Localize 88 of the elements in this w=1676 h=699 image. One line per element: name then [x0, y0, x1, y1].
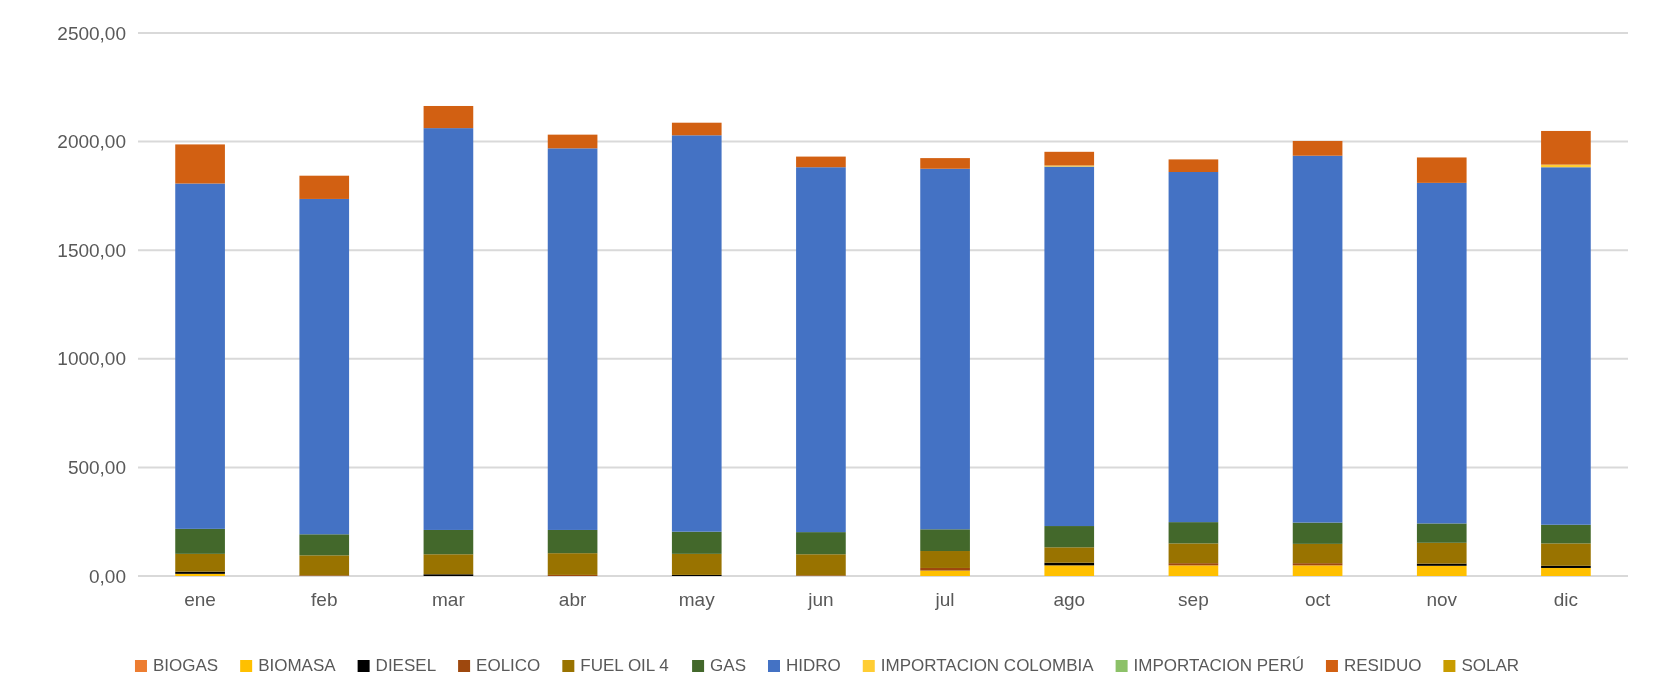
bar: [1044, 565, 1095, 576]
x-tick-label: feb: [311, 589, 338, 610]
bar: [423, 529, 474, 555]
bar: [547, 134, 598, 149]
bar: [547, 553, 598, 575]
bar: [175, 144, 225, 184]
x-tick-label: sep: [1178, 589, 1209, 610]
bar: [671, 531, 722, 554]
bar: [1292, 543, 1343, 564]
bar: [920, 567, 970, 571]
bar: [920, 529, 970, 552]
bar: [671, 122, 722, 136]
legend-label: FUEL OIL 4: [580, 656, 669, 675]
bar: [1416, 523, 1467, 543]
bar: [1541, 565, 1591, 568]
bar: [299, 534, 350, 556]
bar: [1292, 563, 1343, 566]
y-tick-label: 1000,00: [57, 348, 126, 370]
bar: [1416, 182, 1467, 524]
x-tick-label: abr: [558, 589, 587, 610]
x-tick-label: jun: [807, 589, 834, 610]
bar: [796, 167, 846, 533]
bar: [175, 528, 225, 554]
x-tick-label: nov: [1426, 589, 1458, 610]
bar: [1416, 542, 1467, 564]
bar: [671, 135, 722, 532]
y-tick-label: 1500,00: [57, 239, 126, 261]
legend-label: IMPORTACION PERÚ: [1133, 656, 1304, 675]
y-tick-label: 0,00: [89, 565, 126, 587]
bar: [299, 198, 350, 535]
legend-label: HIDRO: [785, 656, 841, 675]
bar: [1044, 151, 1095, 166]
x-tick-label: mar: [432, 589, 466, 610]
legend-label: BIOGAS: [152, 656, 219, 675]
legend-label: BIOMASA: [258, 656, 337, 675]
legend-label: EOLICO: [476, 656, 541, 675]
bar: [1168, 565, 1219, 576]
bar: [299, 175, 350, 199]
bar: [1044, 547, 1095, 563]
bar: [920, 551, 970, 568]
x-tick-label: oct: [1304, 589, 1331, 610]
bar: [1292, 522, 1343, 544]
bar: [1168, 159, 1219, 173]
bar: [796, 554, 846, 576]
y-tick-label: 2000,00: [57, 131, 126, 153]
bar: [423, 128, 474, 530]
legend-label: GAS: [710, 656, 746, 675]
x-tick-label: dic: [1553, 589, 1579, 610]
bar: [1541, 130, 1591, 165]
bar: [1292, 140, 1343, 156]
bar: [1416, 157, 1467, 183]
bar: [175, 553, 225, 572]
bar: [920, 158, 970, 169]
y-tick-label: 500,00: [67, 457, 126, 479]
bar: [1541, 167, 1591, 525]
bar: [175, 183, 225, 529]
x-tick-label: ago: [1053, 589, 1086, 610]
x-tick-label: jul: [934, 589, 955, 610]
x-tick-label: ene: [184, 589, 216, 610]
bar: [1168, 522, 1219, 544]
bar: [1292, 565, 1343, 576]
legend-label: SOLAR: [1461, 656, 1520, 675]
bar: [1416, 565, 1467, 576]
bar: [671, 553, 722, 575]
bar: [1541, 543, 1591, 566]
bar: [1292, 155, 1343, 523]
bar: [423, 554, 474, 575]
bar: [1044, 166, 1095, 527]
y-tick-label: 2500,00: [57, 22, 126, 44]
bar: [423, 105, 474, 129]
legend-label: IMPORTACION COLOMBIA: [880, 656, 1095, 675]
legend-label: RESIDUO: [1343, 656, 1422, 675]
x-tick-label: may: [678, 589, 716, 610]
bar: [1168, 172, 1219, 523]
bar: [1416, 563, 1467, 566]
bar: [1168, 543, 1219, 564]
bar: [920, 570, 970, 576]
bar: [1168, 563, 1219, 566]
bar: [920, 168, 970, 530]
bar: [1044, 526, 1095, 548]
bar: [796, 156, 846, 168]
bar: [796, 532, 846, 555]
bar: [547, 529, 598, 554]
bar: [1541, 524, 1591, 544]
bar: [547, 148, 598, 530]
bar: [299, 555, 350, 576]
legend-label: DIESEL: [375, 656, 437, 675]
bar: [1541, 567, 1591, 576]
